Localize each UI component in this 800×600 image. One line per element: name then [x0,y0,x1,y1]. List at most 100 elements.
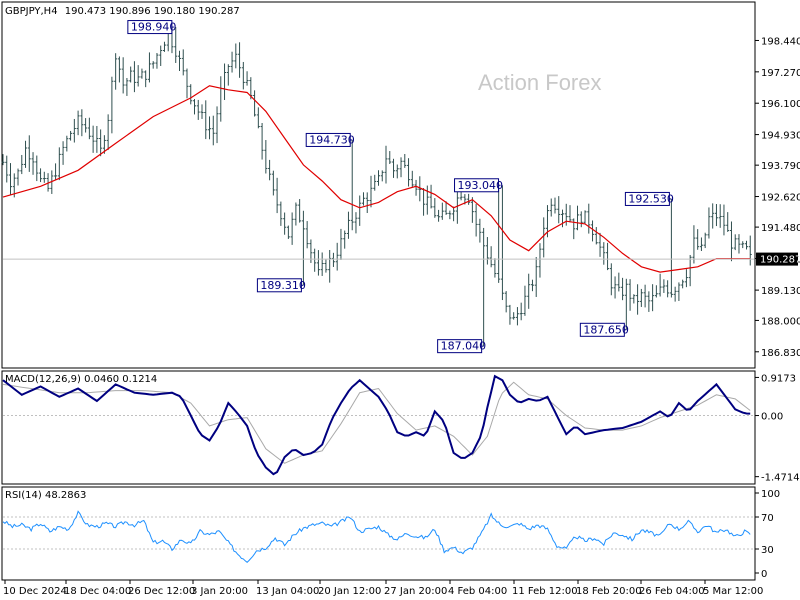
price-bar [500,185,504,301]
price-bar [256,107,260,129]
price-bar [568,205,572,223]
macd-title: MACD(12,26,9) 0.0460 0.1214 [5,374,157,385]
price-bar [658,273,662,297]
price-bar [602,242,606,265]
price-bar [42,171,46,183]
time-tick-label: 3 Jan 20:00 [191,586,248,597]
price-bar [617,272,621,292]
price-bar [9,163,13,196]
watermark-text: Action Forex [478,70,602,95]
price-bar [1,154,5,166]
price-bar [162,41,166,52]
price-bar [380,170,384,182]
price-annotation: 194.730 [305,132,355,147]
rsi-y-axis: 100 70 30 0 [755,489,780,580]
price-bar [594,227,598,245]
annotation-label: 193.040 [458,179,504,192]
price-bar [741,241,745,249]
price-bar [515,307,519,326]
macd-lines [2,374,754,476]
price-bar [208,116,212,140]
price-y-tick-label: 192.620 [761,193,800,204]
annotation-label: 187.650 [583,323,629,336]
price-annotation: 193.040 [454,178,504,193]
price-bar [530,279,534,292]
price-bar [24,140,28,168]
macd-y-tick-label: 0.9173 [761,373,796,384]
price-bar [433,198,437,218]
last-price-label: 190.287 [760,255,800,266]
price-bar [395,164,399,179]
price-bar [666,280,670,298]
price-bar [482,227,486,347]
price-bar [57,147,61,181]
time-tick-label: 5 Mar 12:00 [703,586,763,597]
time-tick-label: 11 Feb 12:00 [512,586,578,597]
rsi-series-line [2,510,751,563]
macd-y-tick-label: -1.4714 [761,473,800,484]
last-price-badge [756,252,798,266]
price-bar [373,174,377,191]
price-bar [560,209,564,228]
price-bar [294,202,298,226]
price-bar [185,68,189,99]
time-tick-label: 13 Jan 04:00 [256,586,319,597]
price-annotation: 192.530 [624,191,674,206]
price-bar [722,204,726,236]
price-bar [624,278,628,330]
price-y-tick-label: 193.790 [761,161,800,172]
price-bar [684,269,688,288]
price-bar [429,184,433,209]
price-bar [215,106,219,144]
price-bar [279,201,283,226]
price-bar [681,279,685,289]
price-bar [132,61,136,93]
price-bar [54,163,58,181]
annotation-box [454,178,500,193]
price-bar [703,232,707,249]
price-bar [275,177,279,214]
price-bar [654,285,658,298]
price-bar [305,221,309,249]
price-bar [497,185,501,283]
price-bar [110,76,114,134]
price-bar [455,190,459,224]
price-bar [744,240,748,250]
price-bar [662,279,666,293]
price-bar [324,259,328,273]
price-bar [729,221,733,262]
rsi-title: RSI(14) 48.2863 [5,490,86,501]
price-bar [174,27,178,63]
macd-y-axis: 0.9173 0.00 -1.4714 [755,373,800,484]
price-bar [467,193,471,205]
price-bar [117,56,121,83]
ma-line [2,85,751,273]
price-bar [140,68,144,79]
price-bar [553,197,557,214]
price-bar [181,49,185,76]
price-bar [80,109,84,137]
price-bar [591,220,595,242]
time-tick-label: 18 Dec 04:00 [64,586,131,597]
time-tick-label: 10 Dec 2024 [3,586,67,597]
price-bar [200,104,204,119]
price-bar [361,192,365,206]
price-bar [542,217,546,258]
price-bar [527,273,531,309]
price-bar [677,282,681,301]
price-annotations: 198.940 194.730 189.310 187.040 193.040 192.5… [127,20,674,354]
price-bar [125,77,129,96]
price-bar [470,197,474,223]
price-bar [159,45,163,66]
price-bar [328,249,332,283]
price-bar [748,235,752,266]
price-bar [121,57,125,94]
price-bar [204,100,208,140]
price-bar [651,284,655,312]
macd-y-tick-label: 0.00 [761,412,783,423]
price-bar [636,284,640,315]
price-bar [241,61,245,90]
price-bar [230,51,234,73]
price-bar [673,286,677,302]
price-bar [444,201,448,215]
